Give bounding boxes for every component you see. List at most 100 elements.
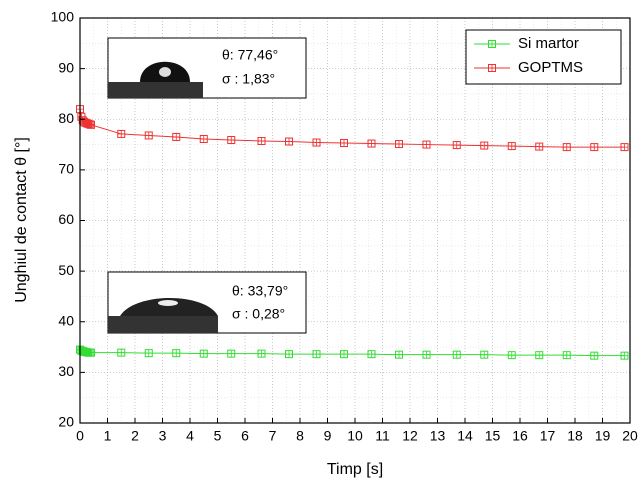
- x-tick-label: 6: [241, 428, 249, 444]
- x-tick-label: 12: [402, 428, 418, 444]
- marker-cross: [395, 140, 403, 148]
- y-tick-label: 90: [58, 59, 74, 75]
- marker: [312, 350, 321, 359]
- marker-cross: [453, 141, 461, 149]
- marker: [87, 120, 95, 129]
- y-tick-label: 30: [58, 363, 74, 379]
- y-tick-label: 70: [58, 161, 74, 177]
- marker: [87, 348, 95, 357]
- y-axis-label: Unghiul de contact θ [°]: [13, 137, 30, 303]
- marker-cross: [368, 350, 375, 358]
- marker-cross: [313, 139, 320, 147]
- x-tick-label: 1: [104, 428, 112, 444]
- marker-cross: [535, 351, 543, 359]
- marker: [507, 351, 516, 360]
- marker: [312, 138, 321, 147]
- annotation-theta: θ: 77,46°: [222, 47, 278, 63]
- marker: [85, 120, 94, 129]
- legend-cross: [488, 64, 496, 72]
- y-tick-label: 20: [58, 414, 74, 430]
- marker: [82, 348, 91, 357]
- marker: [480, 350, 489, 359]
- x-tick-label: 2: [131, 428, 139, 444]
- marker-cross: [621, 143, 628, 151]
- x-tick-label: 9: [324, 428, 332, 444]
- annotation-sigma: σ : 0,28°: [232, 306, 285, 322]
- marker: [590, 351, 599, 360]
- marker-cross: [172, 349, 180, 357]
- droplet-highlight: [158, 300, 178, 306]
- marker: [199, 349, 208, 358]
- marker: [422, 350, 431, 359]
- marker-cross: [535, 143, 543, 151]
- x-tick-label: 17: [540, 428, 556, 444]
- x-tick-label: 13: [430, 428, 446, 444]
- y-tick-label: 60: [58, 211, 74, 227]
- marker-cross: [313, 350, 320, 358]
- marker-cross: [87, 349, 95, 357]
- x-tick-label: 19: [595, 428, 611, 444]
- marker-cross: [395, 351, 403, 359]
- legend-label: Si martor: [518, 35, 579, 52]
- marker-cross: [258, 350, 265, 358]
- marker: [117, 129, 126, 138]
- marker-cross: [145, 131, 153, 139]
- marker-cross: [563, 351, 571, 359]
- marker: [144, 349, 153, 358]
- marker-cross: [117, 349, 125, 357]
- marker-cross: [423, 351, 430, 359]
- marker-cross: [285, 350, 293, 358]
- x-tick-label: 15: [485, 428, 501, 444]
- marker-cross: [227, 350, 235, 358]
- marker-cross: [563, 143, 571, 151]
- marker: [257, 349, 266, 358]
- marker-cross: [480, 351, 488, 359]
- x-axis-label: Timp [s]: [327, 461, 383, 478]
- marker: [199, 134, 208, 143]
- marker-cross: [87, 121, 95, 129]
- marker-cross: [453, 351, 461, 359]
- marker: [620, 351, 629, 360]
- marker: [367, 139, 376, 148]
- droplet-inset: θ: 77,46° σ : 1,83°: [107, 37, 307, 99]
- droplet: [120, 298, 218, 316]
- x-tick-label: 16: [512, 428, 528, 444]
- legend-label: GOPTMS: [518, 59, 583, 76]
- annotation-theta: θ: 33,79°: [232, 283, 288, 299]
- marker-cross: [621, 352, 628, 360]
- droplet-highlight: [159, 67, 171, 77]
- y-tick-label: 80: [58, 110, 74, 126]
- x-tick-label: 4: [186, 428, 194, 444]
- marker-cross: [340, 139, 348, 147]
- marker: [620, 143, 629, 152]
- marker: [535, 142, 544, 151]
- marker: [285, 137, 293, 146]
- substrate: [108, 82, 203, 98]
- marker-cross: [200, 350, 208, 358]
- x-tick-label: 0: [76, 428, 84, 444]
- legend-cross: [488, 40, 496, 48]
- x-tick-label: 10: [347, 428, 363, 444]
- marker: [452, 350, 461, 359]
- marker-cross: [508, 142, 516, 150]
- marker-cross: [480, 142, 488, 150]
- x-tick-label: 8: [296, 428, 304, 444]
- marker: [452, 141, 461, 150]
- marker: [285, 350, 293, 359]
- marker-cross: [423, 141, 430, 149]
- y-tick-label: 100: [51, 9, 75, 25]
- x-tick-label: 20: [622, 428, 638, 444]
- marker: [257, 137, 266, 146]
- marker: [480, 141, 489, 150]
- y-tick-label: 40: [58, 312, 74, 328]
- marker-cross: [590, 352, 598, 360]
- marker-cross: [227, 136, 235, 144]
- x-tick-label: 3: [159, 428, 167, 444]
- marker-cross: [590, 143, 598, 151]
- marker-cross: [200, 135, 208, 143]
- marker: [395, 350, 403, 359]
- marker: [590, 143, 599, 152]
- marker-cross: [508, 351, 516, 359]
- marker: [227, 349, 236, 358]
